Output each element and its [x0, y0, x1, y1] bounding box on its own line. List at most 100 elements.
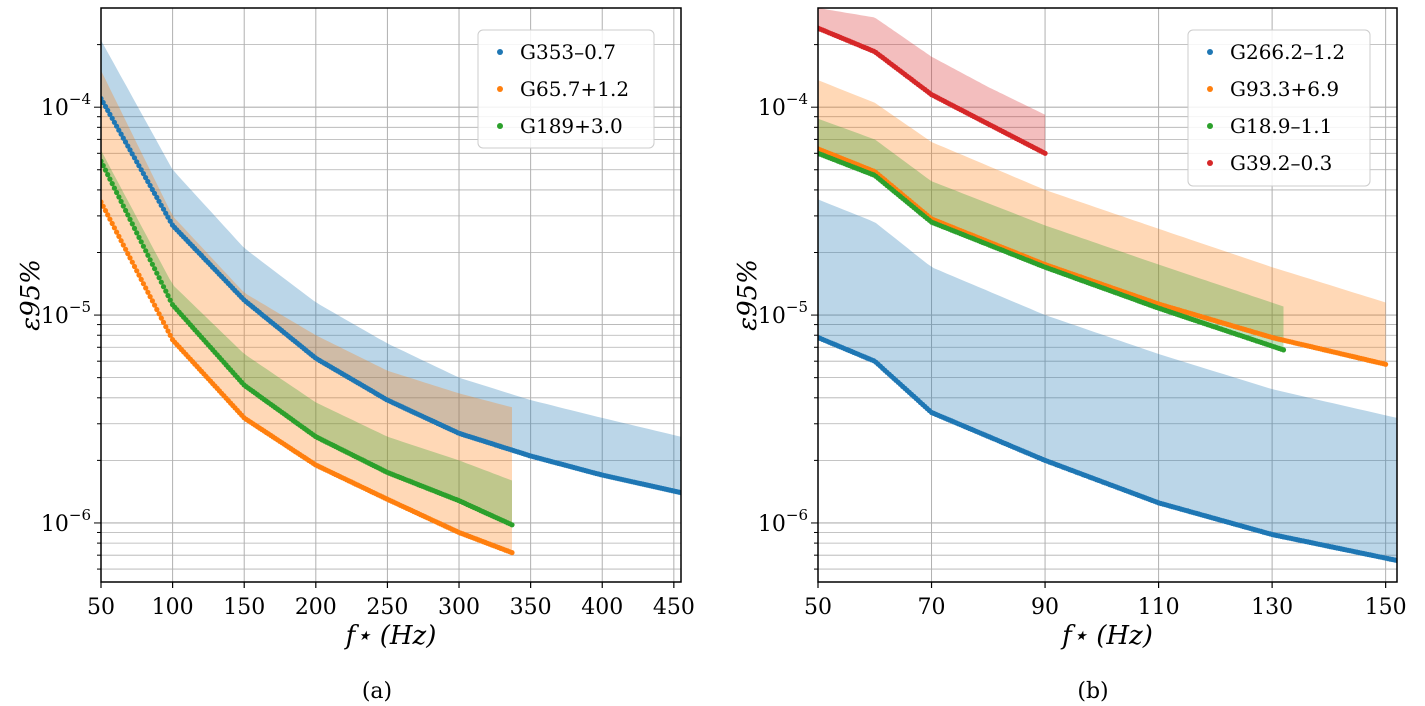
data-point: [147, 182, 153, 189]
data-point: [109, 220, 115, 227]
data-point: [154, 270, 160, 276]
band-G266.2–1.2: [818, 199, 1397, 561]
x-tick-label: 70: [918, 595, 946, 620]
data-point: [163, 288, 169, 294]
data-point: [145, 252, 151, 258]
data-point: [114, 229, 120, 235]
chart-panel-a: 50 100 150 200 250 300 350 400 450 10−4 10−5 10−6 f⋆…: [16, 7, 695, 704]
data-point: [101, 203, 106, 209]
chart-panel-b: 50 70 90 110 130 150 10−4 10−5 10−6 f⋆ (Hz) ε95% G2…: [733, 7, 1407, 704]
legend-marker: [1207, 49, 1213, 55]
data-point: [1383, 361, 1389, 367]
x-tick-label: 300: [438, 595, 480, 620]
x-tick-label: 350: [510, 595, 552, 620]
legend-entry: G93.3+6.9: [1230, 77, 1339, 101]
legend-entry: G189+3.0: [520, 114, 623, 138]
data-point: [152, 266, 158, 272]
x-axis: 50 100 150 200 250 300 350 400 450: [87, 582, 695, 620]
series-G65.7+1.2: [101, 199, 515, 556]
data-point: [134, 230, 140, 236]
y-tick-label: 10−4: [41, 90, 91, 121]
data-point: [102, 103, 109, 110]
data-point: [127, 255, 133, 261]
data-point: [118, 198, 124, 205]
panel-caption: (b): [1077, 679, 1108, 704]
x-tick-label: 150: [223, 595, 265, 620]
data-point: [105, 107, 111, 113]
data-point: [1042, 150, 1048, 156]
points: [101, 96, 681, 556]
legend-entry: G266.2–1.2: [1230, 40, 1345, 64]
data-point: [125, 143, 131, 149]
series-G189+3.0: [101, 158, 515, 528]
y-axis-label: ε95%: [733, 259, 763, 331]
band-G39.2–0.3: [818, 8, 1046, 154]
data-point: [143, 248, 149, 254]
data-point: [165, 328, 171, 334]
data-point: [122, 139, 129, 145]
data-point: [138, 167, 144, 173]
legend-marker: [497, 123, 503, 129]
data-point: [107, 216, 113, 222]
data-point: [107, 176, 113, 182]
data-point: [111, 225, 117, 231]
data-point: [138, 276, 144, 282]
data-point: [167, 297, 173, 303]
data-point: [120, 135, 126, 141]
data-point: [120, 203, 126, 209]
legend: G353–0.7 G65.7+1.2 G189+3.0: [477, 29, 655, 149]
data-point: [160, 319, 167, 325]
data-point: [509, 550, 515, 556]
x-tick-label: 450: [653, 595, 695, 620]
data-point: [149, 261, 155, 267]
series-G266.2–1.2: [818, 334, 1397, 564]
x-axis: 50 70 90 110 130 150: [804, 582, 1407, 620]
points: [818, 25, 1397, 564]
data-point: [114, 189, 120, 196]
x-axis-label: f⋆ (Hz): [1060, 621, 1153, 651]
x-axis-label: f⋆ (Hz): [344, 621, 437, 651]
data-point: [127, 147, 133, 153]
data-point: [151, 190, 158, 196]
data-point: [118, 238, 124, 244]
data-point: [111, 185, 117, 191]
band-G18.9–1.1: [818, 118, 1284, 350]
plot-frame: [100, 7, 682, 583]
data-point: [123, 207, 129, 214]
data-point: [105, 172, 111, 178]
x-tick-label: 50: [804, 595, 832, 620]
data-point: [102, 208, 109, 214]
data-point: [167, 332, 173, 338]
data-point: [154, 306, 160, 313]
data-point: [140, 243, 146, 249]
data-point: [134, 159, 140, 165]
data-point: [145, 289, 151, 295]
x-tick-label: 110: [1138, 595, 1180, 620]
data-point: [140, 171, 146, 177]
data-point: [158, 315, 164, 321]
data-point: [149, 298, 155, 304]
legend-entry: G39.2–0.3: [1230, 151, 1332, 175]
series-G353–0.7: [101, 96, 681, 496]
data-point: [160, 206, 167, 212]
bands: [818, 8, 1397, 561]
band-G189+3.0: [101, 150, 512, 525]
data-point: [131, 225, 138, 231]
data-point: [105, 212, 111, 218]
data-point: [145, 178, 151, 185]
data-point: [147, 257, 153, 263]
data-point: [147, 294, 153, 300]
data-point: [149, 186, 155, 193]
y-tick-label: 10−5: [41, 298, 91, 329]
legend-marker: [497, 86, 503, 92]
y-tick-label: 10−6: [758, 506, 808, 537]
data-point: [107, 111, 113, 117]
data-point: [136, 272, 142, 278]
x-tick-label: 200: [295, 595, 337, 620]
data-point: [509, 522, 515, 528]
x-tick-label: 90: [1031, 595, 1059, 620]
data-point: [125, 212, 131, 218]
data-point: [101, 163, 106, 169]
legend-marker: [497, 49, 503, 55]
data-point: [156, 198, 162, 204]
